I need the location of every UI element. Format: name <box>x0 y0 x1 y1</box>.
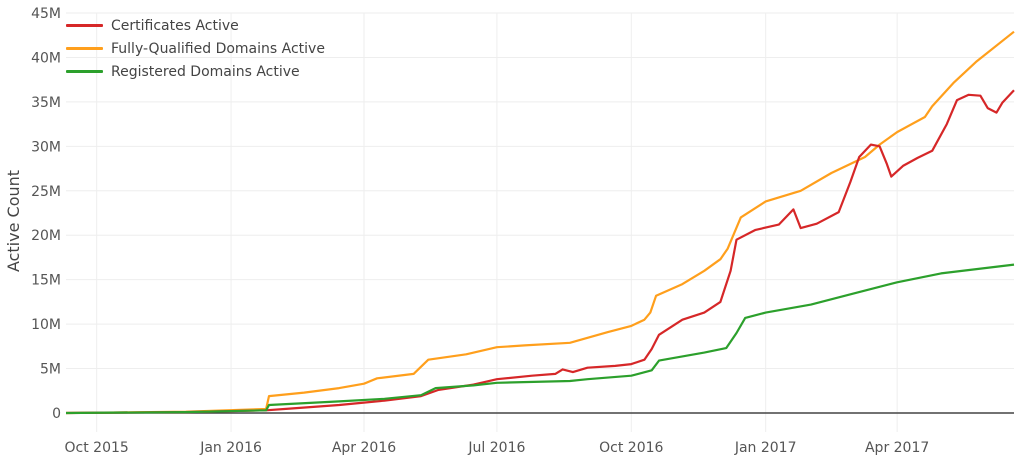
legend-line-icon <box>66 47 103 50</box>
legend-item-registered[interactable]: Registered Domains Active <box>66 60 325 83</box>
series-line-fully-qualified-domains-active <box>65 30 1015 415</box>
y-tick-label: 0 <box>52 406 61 422</box>
y-axis-title: Active Count <box>4 170 23 272</box>
y-tick-label: 25M <box>31 184 61 200</box>
y-tick-label: 35M <box>31 95 61 111</box>
x-tick-label: Jan 2017 <box>734 440 797 456</box>
series-line-certificates-active <box>65 89 1015 415</box>
y-tick-label: 45M <box>31 6 61 22</box>
y-tick-label: 5M <box>40 362 61 378</box>
x-tick-label: Apr 2017 <box>865 440 929 456</box>
x-tick-label: Jul 2016 <box>467 440 525 456</box>
legend-label: Fully-Qualified Domains Active <box>111 40 325 57</box>
y-tick-label: 40M <box>31 50 61 66</box>
legend-item-certificates[interactable]: Certificates Active <box>66 14 325 37</box>
y-tick-label: 20M <box>31 228 61 244</box>
x-tick-label: Oct 2015 <box>65 440 129 456</box>
y-tick-label: 30M <box>31 139 61 155</box>
legend-label: Registered Domains Active <box>111 63 300 80</box>
x-tick-label: Apr 2016 <box>332 440 396 456</box>
series-line-registered-domains-active <box>65 263 1015 415</box>
y-tick-label: 15M <box>31 273 61 289</box>
legend-label: Certificates Active <box>111 17 239 34</box>
y-tick-label: 10M <box>31 317 61 333</box>
legend-line-icon <box>66 70 103 73</box>
x-tick-label: Oct 2016 <box>599 440 663 456</box>
legend-line-icon <box>66 24 103 27</box>
chart-legend: Certificates Active Fully-Qualified Doma… <box>66 14 325 83</box>
x-tick-label: Jan 2016 <box>199 440 262 456</box>
legend-item-fqdn[interactable]: Fully-Qualified Domains Active <box>66 37 325 60</box>
